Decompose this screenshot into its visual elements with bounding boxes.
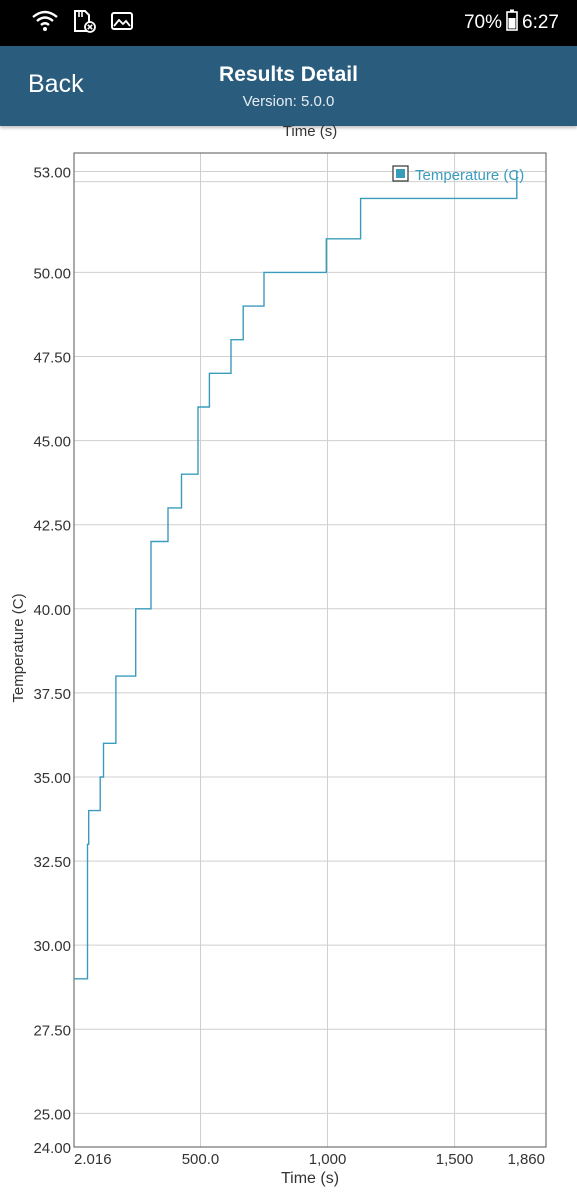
y-tick-label: 32.50 [33, 854, 71, 871]
y-tick-label: 30.00 [33, 938, 71, 955]
x-tick-label: 500.0 [182, 1151, 220, 1168]
image-icon [110, 11, 134, 36]
x-axis-title-top: Time (s) [283, 123, 337, 140]
x-tick-label: 2.016 [74, 1151, 112, 1168]
y-tick-label: 45.00 [33, 434, 71, 451]
y-tick-label: 50.00 [33, 265, 71, 282]
legend-swatch-fill [396, 169, 405, 178]
y-tick-label: 47.50 [33, 350, 71, 367]
y-tick-label: 35.00 [33, 770, 71, 787]
temperature-series-line [74, 171, 518, 980]
wifi-icon [32, 10, 58, 37]
x-axis-title: Time (s) [281, 1170, 339, 1187]
x-tick-label: 1,860 [507, 1151, 545, 1168]
x-tick-label: 1,500 [436, 1151, 474, 1168]
back-button[interactable]: Back [28, 70, 84, 98]
sd-card-icon [72, 9, 96, 38]
x-tick-labels: 2.016 500.0 1,000 1,500 1,860 [74, 1151, 545, 1168]
plot-frame [73, 152, 547, 1148]
y-axis-title: Temperature (C) [10, 593, 27, 702]
y-tick-label: 27.50 [33, 1022, 71, 1039]
battery-percent: 70% [463, 12, 503, 33]
y-tick-label: 24.00 [33, 1140, 71, 1157]
y-tick-labels: 24.00 25.00 27.50 30.00 32.50 35.00 37.50 40.00… [33, 165, 71, 1157]
legend-label[interactable]: Temperature (C) [415, 167, 524, 184]
app-header: Back Results Detail Version: 5.0.0 [0, 46, 577, 126]
page-title: Results Detail [219, 63, 358, 86]
version-label: Version: 5.0.0 [242, 93, 335, 110]
status-icons [32, 9, 134, 38]
status-right: 70% 6:27 [463, 9, 559, 37]
clock: 6:27 [522, 12, 559, 33]
legend[interactable]: Temperature (C) [392, 165, 524, 184]
status-bar: 70% 6:27 [0, 0, 577, 46]
y-tick-label: 40.00 [33, 602, 71, 619]
x-tick-label: 1,000 [309, 1151, 347, 1168]
battery-icon [506, 9, 518, 37]
y-tick-label: 37.50 [33, 686, 71, 703]
y-tick-label: 25.00 [33, 1106, 71, 1123]
series-layer [74, 171, 518, 980]
y-tick-label: 42.50 [33, 518, 71, 535]
y-tick-label: 53.00 [33, 165, 71, 182]
grid [74, 153, 546, 1148]
